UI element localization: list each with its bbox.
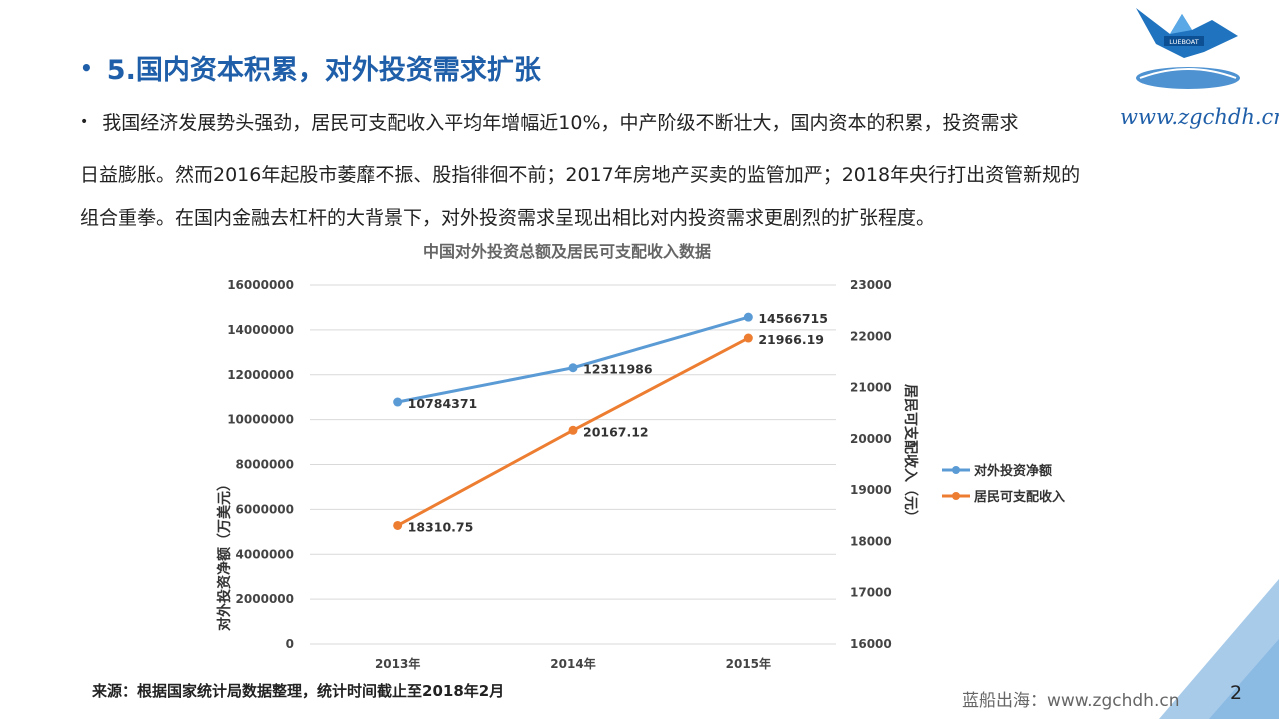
left-axis-tick-label: 16000000	[227, 278, 294, 292]
dual-axis-line-chart: 中国对外投资总额及居民可支配收入数据 16000000 14000000 12000…	[216, 242, 1065, 671]
data-point	[743, 312, 753, 322]
source-note: 来源：根据国家统计局数据整理，统计时间截止至2018年2月	[92, 682, 505, 700]
left-axis-tick-label: 6000000	[236, 502, 294, 516]
legend-marker	[952, 492, 960, 500]
left-axis-tick-label: 14000000	[227, 323, 294, 337]
page-title: • 5.国内资本积累，对外投资需求扩张	[80, 48, 541, 87]
right-axis-tick-label: 17000	[850, 586, 892, 600]
left-axis-tick-label: 8000000	[236, 458, 294, 472]
paragraph-bullet: •	[80, 114, 89, 130]
x-axis-tick-label: 2013年	[375, 656, 420, 671]
right-axis-tick-label: 23000	[850, 278, 892, 292]
left-axis-tick-label: 2000000	[236, 592, 294, 606]
x-axis-tick-label: 2014年	[550, 656, 595, 671]
data-point	[393, 397, 403, 407]
right-axis-tick-label: 22000	[850, 329, 892, 343]
legend-marker	[952, 466, 960, 474]
data-point	[743, 333, 753, 343]
chart-axes: 16000000 14000000 12000000 10000000 8000000 6…	[227, 278, 892, 671]
paragraph-line-1: • 我国经济发展势头强劲，居民可支配收入平均年增幅近10%，中产阶级不断壮大，国内…	[80, 108, 1019, 135]
page-title-text: 5.国内资本积累，对外投资需求扩张	[106, 55, 541, 86]
data-label: 14566715	[758, 311, 828, 326]
x-axis-tick-label: 2015年	[726, 656, 771, 671]
data-label: 20167.12	[583, 424, 649, 439]
right-axis-tick-label: 19000	[850, 483, 892, 497]
logo-text: LUEBOAT	[1169, 38, 1198, 46]
right-axis-tick-label: 18000	[850, 534, 892, 548]
data-label: 21966.19	[758, 332, 824, 347]
title-bullet: •	[80, 55, 93, 80]
url-watermark: www.zgchdh.cn	[1120, 105, 1279, 129]
page-number: 2	[1230, 682, 1243, 704]
paragraph-line-2: 日益膨胀。然而2016年起股市萎靡不振、股指徘徊不前；2017年房地产买卖的监管…	[80, 164, 1081, 186]
left-axis-label: 对外投资净额（万美元）	[216, 477, 233, 631]
chart-gridlines	[310, 284, 836, 645]
right-axis-tick-label: 16000	[850, 637, 892, 651]
blueboat-logo: LUEBOAT	[1126, 4, 1246, 90]
legend-label: 对外投资净额	[974, 463, 1052, 479]
data-point	[568, 363, 578, 373]
paragraph-line-3: 组合重拳。在国内金融去杠杆的大背景下，对外投资需求呈现出相比对内投资需求更剧烈的…	[80, 207, 936, 229]
data-point	[393, 520, 403, 530]
paragraph-line-1-text: 我国经济发展势头强劲，居民可支配收入平均年增幅近10%，中产阶级不断壮大，国内资…	[102, 112, 1019, 134]
left-axis-tick-label: 12000000	[227, 368, 294, 382]
right-axis-tick-label: 20000	[850, 432, 892, 446]
left-axis-tick-label: 0	[286, 637, 294, 651]
data-label: 18310.75	[408, 519, 474, 534]
left-axis-tick-label: 4000000	[236, 547, 294, 561]
corner-decoration	[1159, 579, 1279, 719]
left-axis-tick-label: 10000000	[227, 413, 294, 427]
data-label: 12311986	[583, 362, 653, 377]
chart-title: 中国对外投资总额及居民可支配收入数据	[423, 242, 711, 261]
chart-data-labels: 10784371 12311986 14566715 18310.75 20167.12…	[408, 311, 828, 534]
legend-label: 居民可支配收入	[974, 489, 1065, 505]
data-label: 10784371	[408, 396, 478, 411]
footer-brand: 蓝船出海：www.zgchdh.cn	[962, 691, 1180, 711]
right-axis-label: 居民可支配收入（元）	[902, 384, 919, 524]
chart-series	[393, 312, 753, 530]
data-point	[568, 425, 578, 435]
right-axis-tick-label: 21000	[850, 381, 892, 395]
